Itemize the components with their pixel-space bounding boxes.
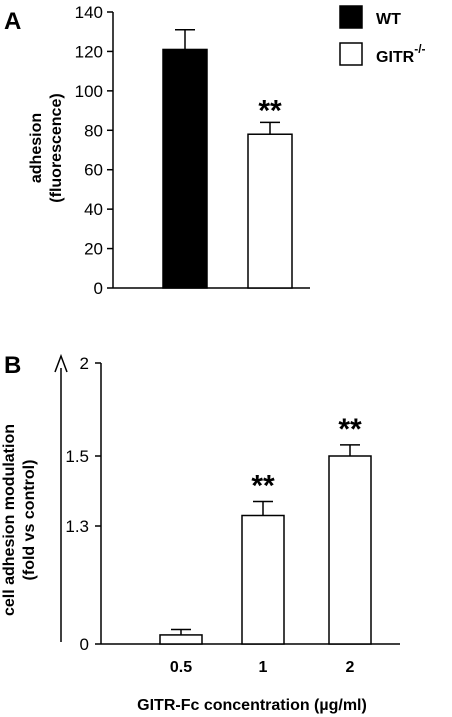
panel-b-ylabel-line1: cell adhesion modulation — [1, 424, 18, 616]
panel-b-significance: ** — [251, 470, 275, 503]
panel-b-y-arrow-head — [54, 353, 68, 373]
legend-label-gitr: GITR — [376, 49, 415, 66]
panel-a-ylabel-line2: (fluorescence) — [48, 93, 65, 202]
panel-a-bar — [162, 48, 208, 289]
panel-a-y-tick-label: 40 — [84, 200, 103, 219]
panel-b-bar — [328, 455, 372, 645]
panel-b-y-tick-label: 1.5 — [65, 447, 89, 466]
panel-a-y-tick-label: 20 — [84, 240, 103, 259]
legend-label-wt: WT — [376, 11, 401, 28]
legend-label-gitr-group: GITR-/- — [376, 42, 426, 66]
panel-b-bar — [241, 514, 285, 645]
panel-b-ylabel-line2: (fold vs control) — [21, 460, 38, 581]
panel-a-ylabel-line1: adhesion — [28, 113, 45, 183]
panel-b-y-tick-label: 0 — [80, 635, 89, 654]
panel-b-chart: 0 1.3 1.5 2 0.5 ** 1 ** 2 — [54, 353, 400, 676]
panel-b-xlabel: GITR-Fc concentration (µg/ml) — [137, 697, 367, 714]
panel-a-bar — [247, 133, 293, 289]
panel-b-ylabel: cell adhesion modulation (fold vs contro… — [1, 424, 38, 616]
panel-b-letter: B — [4, 352, 21, 379]
panel-a-ylabel: adhesion (fluorescence) — [28, 93, 65, 202]
panel-b-x-tick-label: 0.5 — [170, 659, 192, 676]
panel-a-y-tick-label: 100 — [75, 82, 103, 101]
panel-a-letter: A — [4, 8, 21, 35]
panel-a-y-tick-label: 60 — [84, 161, 103, 180]
legend-swatch-gitr — [339, 42, 363, 66]
legend-swatch-wt — [339, 5, 363, 29]
panel-a-chart: 0 20 40 60 80 100 120 140 ** — [75, 3, 310, 298]
panel-a-y-tick-label: 0 — [94, 279, 103, 298]
panel-b-x-tick-label: 2 — [346, 659, 355, 676]
panel-a-y-tick-label: 80 — [84, 121, 103, 140]
panel-a-legend: WT GITR-/- — [339, 5, 426, 66]
legend-label-gitr-superscript: -/- — [414, 42, 425, 56]
panel-a-significance: ** — [258, 94, 282, 127]
panel-b-significance: ** — [338, 413, 362, 446]
panel-b-bar — [159, 634, 203, 645]
panel-b-x-tick-label: 1 — [259, 659, 268, 676]
panel-a-y-tick-label: 120 — [75, 42, 103, 61]
panel-b-y-tick-label: 2 — [80, 354, 89, 373]
panel-a-y-tick-label: 140 — [75, 3, 103, 22]
panel-b-y-tick-label: 1.3 — [65, 517, 89, 536]
